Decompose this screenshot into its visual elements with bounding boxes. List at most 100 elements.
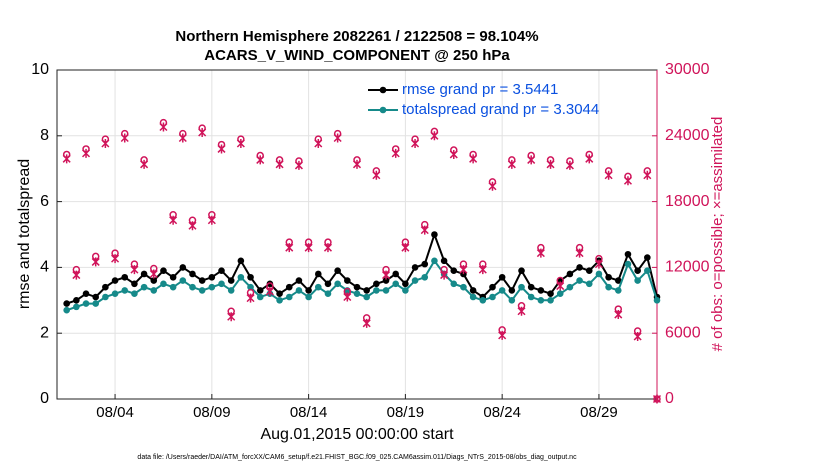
point	[450, 267, 458, 274]
point	[266, 280, 274, 288]
point	[508, 297, 516, 304]
point	[479, 297, 487, 304]
point	[644, 254, 651, 261]
point	[633, 331, 642, 341]
point	[324, 290, 332, 298]
point	[575, 248, 584, 258]
y-tick-label: 0	[40, 390, 49, 407]
point	[324, 280, 332, 288]
point	[131, 280, 138, 288]
point	[140, 270, 148, 278]
legend-swatch	[379, 106, 387, 114]
point	[566, 270, 574, 278]
point	[392, 270, 400, 278]
x-tick-label: 08/24	[483, 404, 521, 421]
point	[140, 159, 149, 169]
point	[62, 154, 71, 164]
point	[566, 283, 574, 291]
point	[352, 159, 362, 169]
point	[431, 231, 438, 238]
point	[595, 270, 603, 278]
point	[623, 176, 632, 186]
y2-axis-label: # of obs: o=possible; ×=assimilated	[709, 117, 726, 352]
point	[198, 277, 206, 284]
point	[489, 293, 496, 301]
y2-tick-label: 18000	[665, 193, 710, 210]
point	[507, 159, 516, 169]
point	[614, 310, 623, 320]
point	[373, 287, 380, 294]
point	[411, 264, 419, 271]
point	[305, 293, 312, 301]
point	[150, 287, 158, 294]
point	[391, 148, 400, 158]
point	[392, 280, 400, 288]
x-tick-label: 08/09	[193, 404, 231, 421]
point	[314, 138, 323, 148]
point	[91, 257, 100, 267]
point	[430, 131, 439, 141]
point	[323, 243, 332, 253]
point	[130, 265, 139, 275]
point	[294, 160, 303, 170]
point	[111, 277, 119, 284]
point	[256, 155, 265, 165]
legend-swatch	[379, 86, 387, 94]
y-tick-label: 4	[40, 259, 49, 276]
y2-tick-label: 12000	[665, 259, 710, 276]
point	[547, 290, 554, 298]
point	[304, 243, 313, 253]
point	[334, 280, 341, 288]
point	[121, 273, 129, 281]
point	[363, 287, 370, 294]
point	[440, 270, 449, 280]
point	[160, 280, 167, 288]
point	[527, 293, 535, 301]
point	[72, 270, 81, 280]
point	[517, 306, 526, 316]
point	[652, 394, 662, 404]
point	[305, 287, 312, 294]
point	[440, 257, 448, 265]
point	[102, 293, 109, 301]
point	[508, 287, 516, 294]
legend-label: totalspread grand pr = 3.3044	[402, 101, 599, 118]
point	[131, 290, 138, 298]
point	[420, 225, 429, 235]
point	[585, 154, 594, 164]
point	[208, 283, 216, 291]
y2-tick-label: 0	[665, 390, 674, 407]
point	[344, 277, 351, 284]
point	[450, 280, 458, 288]
point	[537, 297, 545, 304]
point	[353, 283, 361, 291]
point	[459, 265, 468, 275]
point	[82, 290, 90, 298]
point	[653, 297, 661, 304]
point	[237, 273, 245, 281]
point	[111, 254, 120, 264]
chart-subtitle: ACARS_V_WIND_COMPONENT @ 250 hPa	[204, 47, 510, 64]
point	[169, 215, 178, 225]
point	[421, 260, 429, 268]
point	[218, 267, 225, 274]
x-tick-label: 08/04	[96, 404, 134, 421]
y-axis-label: rmse and totalspread	[16, 159, 33, 309]
point	[188, 221, 197, 231]
point	[333, 133, 342, 143]
point	[102, 283, 109, 291]
point	[169, 283, 177, 291]
point	[353, 290, 361, 298]
point	[256, 293, 264, 301]
point	[634, 277, 641, 284]
point	[150, 277, 158, 284]
point	[644, 267, 651, 274]
point	[63, 300, 70, 307]
point	[449, 149, 458, 159]
point	[460, 283, 467, 291]
point	[246, 293, 255, 303]
point	[265, 287, 274, 297]
point	[247, 283, 254, 291]
point	[120, 133, 129, 143]
